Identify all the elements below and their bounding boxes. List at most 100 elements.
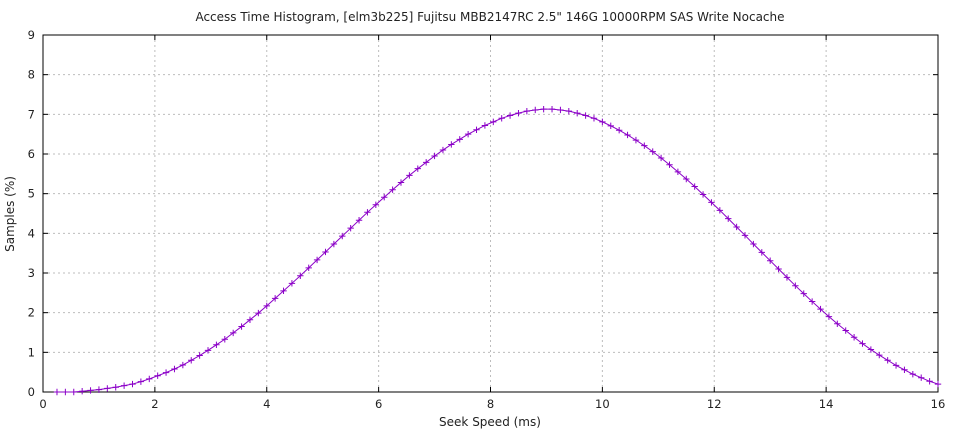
y-tick-label: 2	[28, 306, 35, 320]
grid-lines	[43, 35, 938, 392]
data-point-marker	[473, 126, 480, 134]
data-point-marker	[657, 154, 665, 162]
data-point-marker	[750, 240, 757, 248]
data-point-marker	[490, 118, 497, 126]
data-point-marker	[565, 107, 573, 115]
data-point-marker	[901, 366, 908, 373]
data-point-marker	[62, 388, 69, 396]
data-point-marker	[339, 232, 346, 240]
data-point-marker	[834, 320, 841, 327]
x-tick-label: 2	[151, 397, 158, 411]
data-point-marker	[313, 256, 321, 264]
data-point-marker	[691, 183, 698, 190]
data-point-marker	[238, 323, 245, 330]
plot-frame	[42, 34, 939, 393]
data-point-marker	[867, 346, 875, 353]
data-point-marker	[112, 384, 119, 391]
data-point-marker	[406, 172, 413, 179]
data-point-marker	[204, 347, 212, 354]
y-tick-label: 7	[28, 107, 35, 121]
y-axis-label: Samples (%)	[3, 176, 17, 252]
data-point-marker	[699, 191, 707, 198]
series-layer	[53, 105, 942, 396]
data-point-marker	[246, 316, 254, 324]
data-point-marker	[154, 372, 161, 379]
data-point-marker	[221, 336, 228, 343]
x-tick-label: 4	[263, 397, 270, 411]
data-point-marker	[615, 127, 623, 134]
data-point-marker	[515, 109, 522, 117]
data-point-marker	[557, 106, 564, 114]
y-tick-label: 8	[28, 68, 35, 82]
data-point-marker	[355, 217, 363, 224]
x-tick-label: 14	[819, 397, 834, 411]
chart-title: Access Time Histogram, [elm3b225] Fujits…	[195, 10, 784, 24]
data-point-marker	[708, 199, 715, 206]
data-point-marker	[297, 272, 304, 279]
data-point-marker	[574, 109, 581, 117]
data-point-marker	[607, 122, 614, 130]
data-point-marker	[926, 378, 933, 385]
data-point-marker	[414, 165, 421, 172]
data-point-marker	[766, 257, 774, 264]
data-point-marker	[263, 302, 270, 310]
data-point-marker	[213, 341, 220, 348]
x-tick-label: 16	[931, 397, 946, 411]
data-point-marker	[70, 388, 77, 396]
data-point-marker	[859, 340, 866, 347]
data-point-marker	[171, 365, 178, 373]
data-point-marker	[792, 282, 799, 289]
data-point-marker	[229, 329, 237, 337]
y-tick-label: 4	[28, 226, 35, 240]
x-tick-label: 6	[375, 397, 382, 411]
data-point-marker	[322, 248, 329, 256]
data-point-marker	[582, 112, 589, 119]
data-point-marker	[599, 118, 606, 126]
data-point-marker	[347, 224, 354, 232]
data-point-marker	[733, 223, 740, 231]
y-tick-label: 6	[28, 147, 35, 161]
data-point-marker	[876, 351, 883, 359]
data-point-marker	[95, 386, 103, 393]
data-point-marker	[817, 305, 824, 313]
data-point-marker	[389, 186, 396, 193]
data-point-marker	[506, 112, 514, 119]
data-point-marker	[439, 146, 447, 154]
data-point-marker	[397, 179, 405, 186]
data-point-marker	[271, 295, 279, 302]
data-point-marker	[825, 313, 833, 320]
data-point-marker	[775, 265, 782, 273]
data-point-marker	[305, 264, 312, 272]
data-point-marker	[649, 148, 656, 155]
data-point-marker	[800, 290, 807, 297]
data-point-marker	[808, 298, 816, 305]
y-tick-label: 5	[28, 187, 35, 201]
data-point-marker	[53, 388, 61, 396]
data-point-marker	[179, 361, 187, 369]
y-tick-label: 3	[28, 266, 35, 280]
y-tick-label: 0	[28, 385, 35, 399]
data-point-marker	[884, 357, 891, 364]
data-point-marker	[716, 207, 724, 214]
data-point-marker	[892, 362, 900, 369]
data-point-marker	[540, 105, 547, 113]
data-point-marker	[850, 334, 858, 341]
data-point-marker	[532, 106, 539, 114]
data-point-marker	[683, 175, 690, 183]
data-point-marker	[523, 107, 531, 115]
data-point-marker	[481, 122, 489, 129]
data-point-marker	[632, 136, 640, 144]
data-point-marker	[934, 380, 942, 388]
data-point-marker	[129, 380, 136, 388]
data-point-marker	[120, 382, 128, 389]
data-point-marker	[498, 115, 505, 122]
series-line	[56, 108, 939, 393]
data-point-marker	[364, 209, 371, 216]
data-point-marker	[431, 152, 438, 160]
data-point-marker	[448, 141, 455, 148]
data-point-marker	[280, 287, 287, 295]
x-axis-label: Seek Speed (ms)	[439, 415, 541, 429]
data-point-marker	[641, 142, 648, 149]
data-point-marker	[288, 280, 296, 287]
data-point-marker	[918, 374, 925, 381]
